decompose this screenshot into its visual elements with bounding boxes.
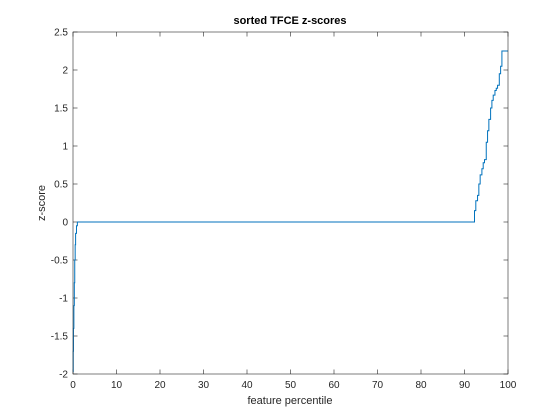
series-line-0 xyxy=(72,50,508,373)
series-layer xyxy=(72,50,508,373)
y-tick-label: -2 xyxy=(59,370,68,381)
y-tick-label: -0.5 xyxy=(51,256,69,267)
y-tick-label: -1.5 xyxy=(51,332,69,343)
chart-title: sorted TFCE z-scores xyxy=(233,15,346,27)
x-tick-label: 70 xyxy=(372,380,384,391)
x-tick-label: 20 xyxy=(154,380,166,391)
x-tick-label: 40 xyxy=(241,380,253,391)
plot-area xyxy=(73,32,508,374)
plot-frame xyxy=(72,31,509,375)
y-tick-label: 2.5 xyxy=(54,28,68,39)
x-tick-label: 50 xyxy=(285,380,297,391)
y-tick-label: 0.5 xyxy=(54,180,68,191)
y-tick-label: 1 xyxy=(62,142,68,153)
y-axis-label: z-score xyxy=(36,185,48,221)
y-tick-label: 0 xyxy=(62,218,68,229)
y-tick-label: -1 xyxy=(59,294,68,305)
ticks-layer: 0 10 20 30 40 50 60 70 80 90 100 -2 -1.5 -1 -0.5 0 0.5 1 1… xyxy=(51,28,517,392)
x-tick-label: 100 xyxy=(500,380,517,391)
x-axis-label: feature percentile xyxy=(248,395,333,407)
y-tick-label: 1.5 xyxy=(54,104,68,115)
x-tick-label: 0 xyxy=(70,380,76,391)
x-tick-label: 60 xyxy=(328,380,340,391)
x-tick-label: 80 xyxy=(415,380,427,391)
x-tick-label: 30 xyxy=(198,380,210,391)
y-tick-label: 2 xyxy=(62,66,68,77)
x-tick-label: 90 xyxy=(459,380,471,391)
x-tick-label: 10 xyxy=(111,380,123,391)
